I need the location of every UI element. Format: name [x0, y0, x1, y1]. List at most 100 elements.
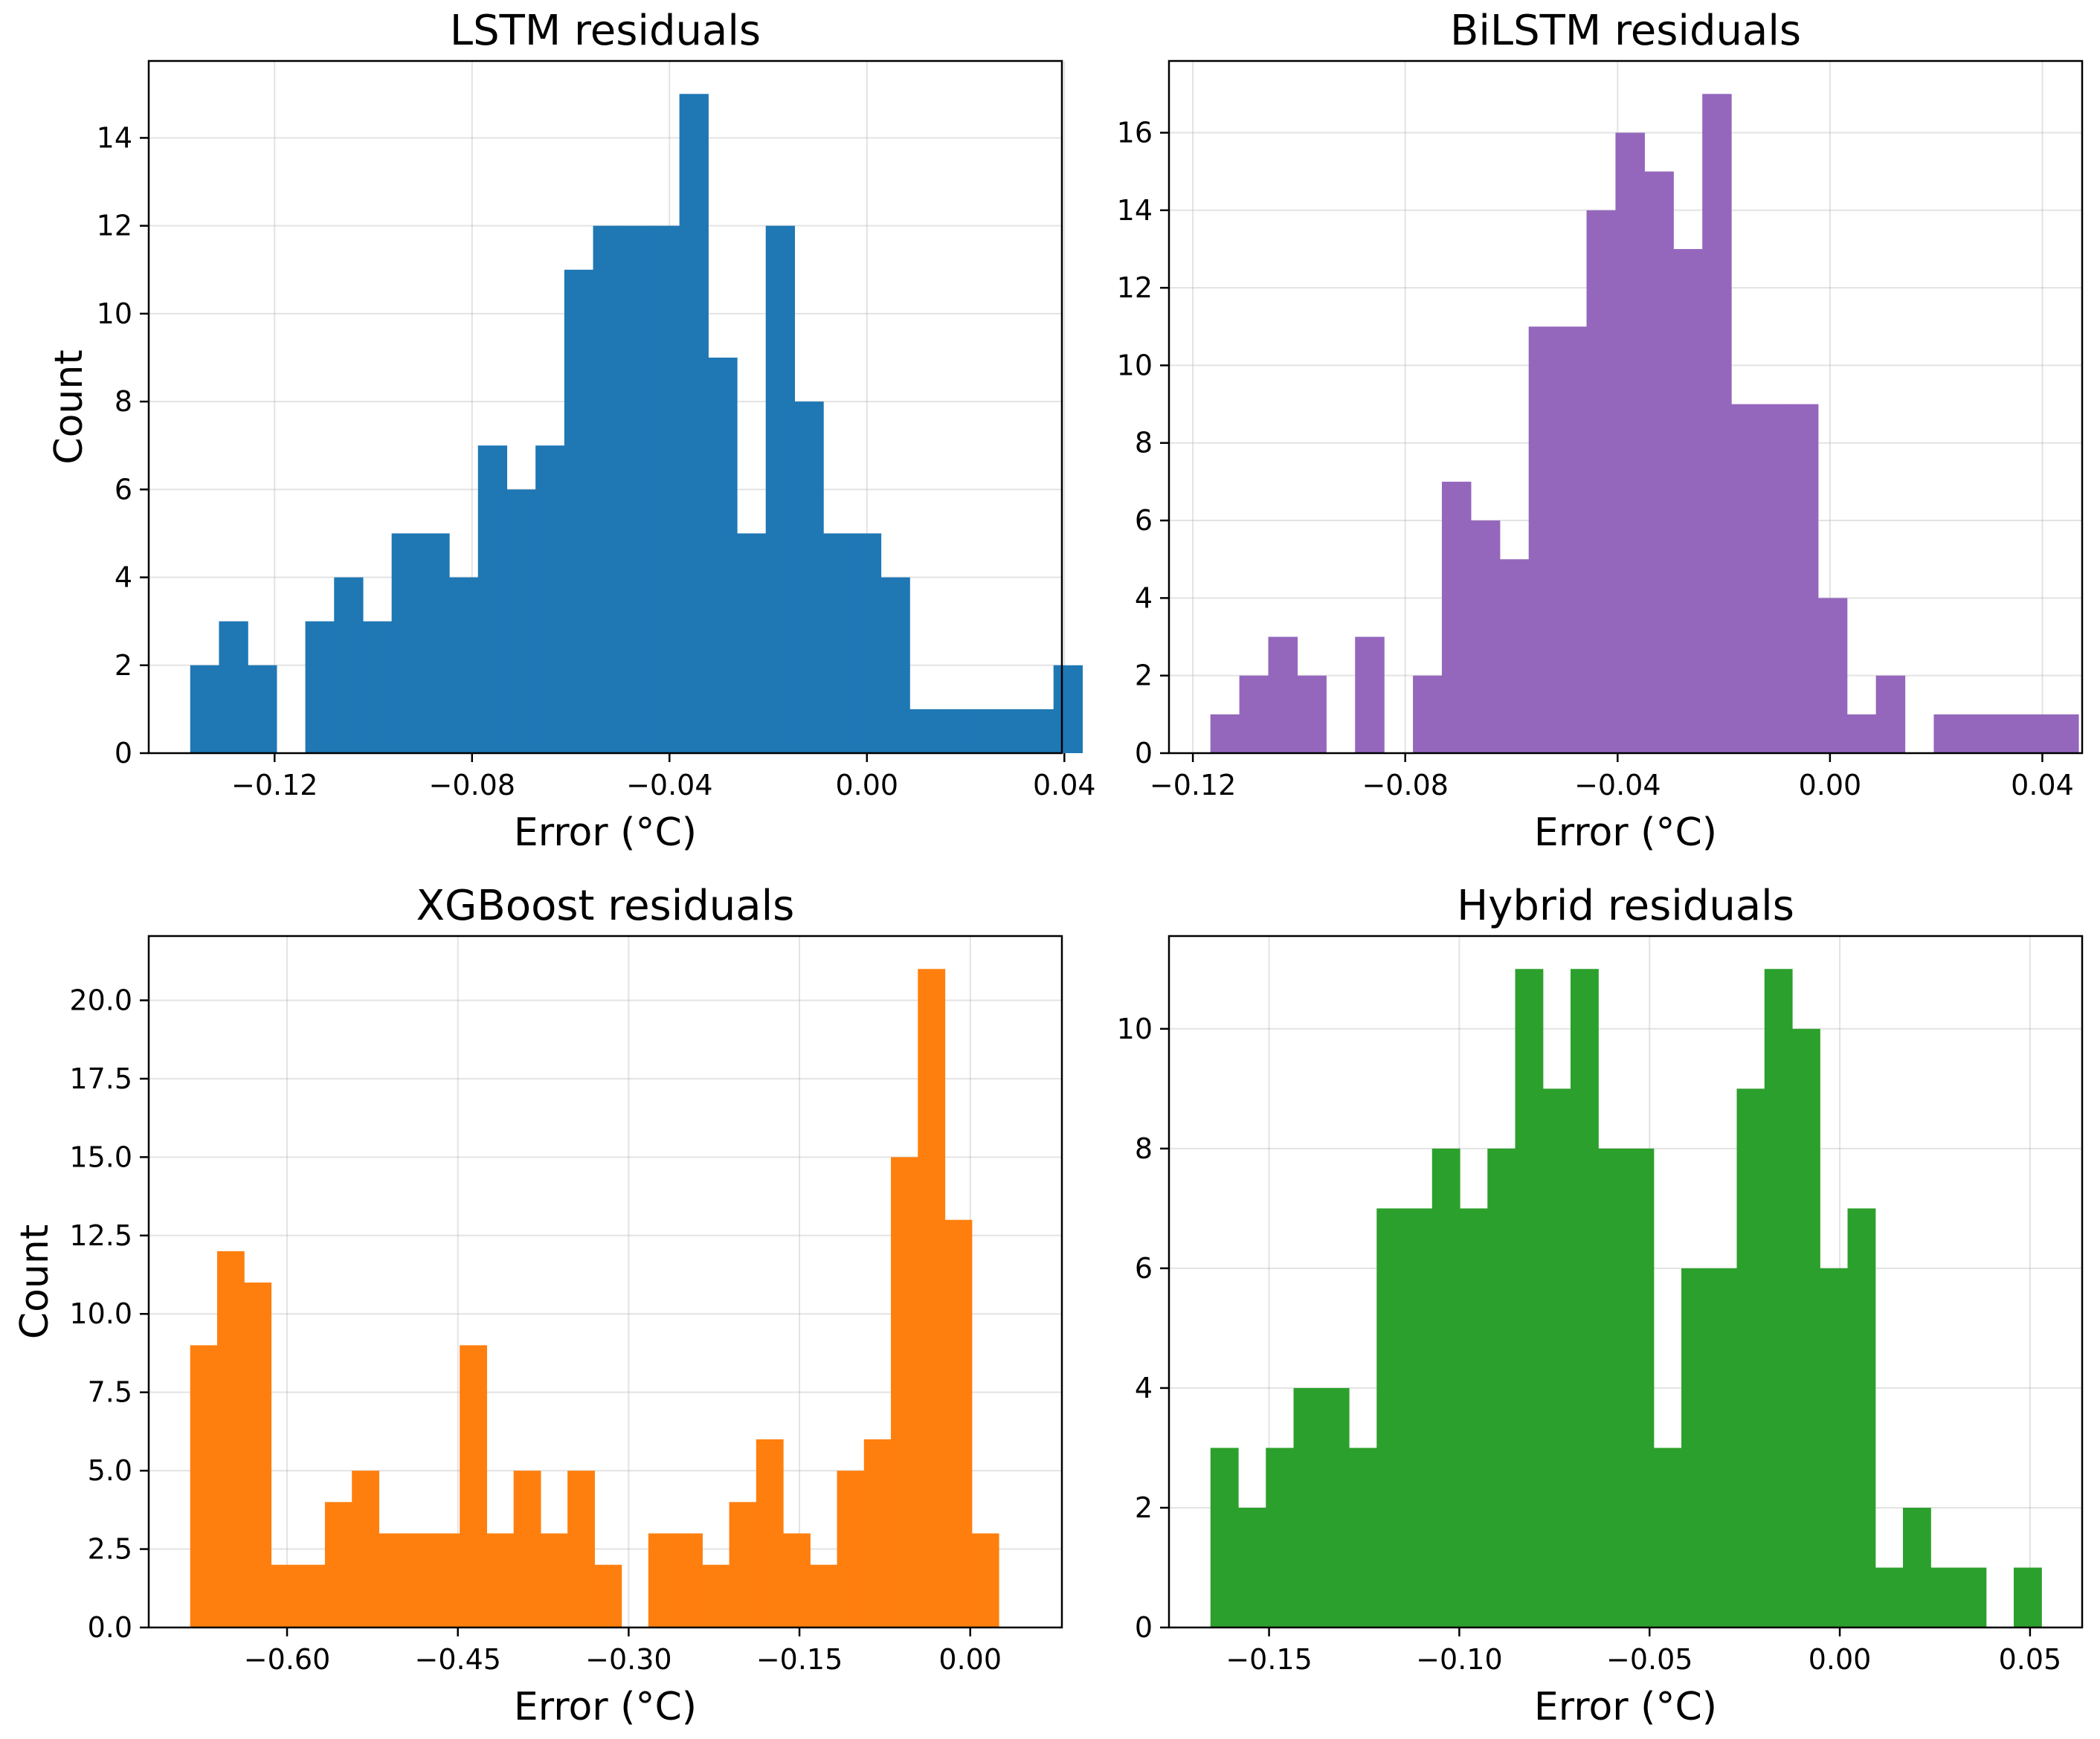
histogram-bar [362, 621, 393, 753]
x-tick-label: −0.12 [231, 769, 318, 801]
histogram-bar [567, 1471, 595, 1627]
histogram-bar [837, 1471, 865, 1627]
chart-title: XGBoost residuals [416, 882, 795, 930]
chart-title: BiLSTM residuals [1450, 7, 1801, 55]
histogram-bar [996, 709, 1025, 753]
histogram-bar [1933, 714, 1963, 753]
histogram-bar [971, 1533, 999, 1627]
histogram-bar [765, 225, 796, 753]
histogram-bar [379, 1533, 407, 1627]
axes-frame [1167, 935, 2084, 1629]
histogram-bar [216, 1251, 245, 1627]
histogram-bar [1962, 714, 1992, 753]
chart-panel-2: −0.12 −0.08 −0.04 0.00 0.04 0 2 4 6 8 10 12 14 16 BiLS… [1117, 7, 2084, 855]
histogram-bar [622, 225, 651, 753]
histogram-bar [1499, 559, 1530, 753]
y-tick-label: 10.0 [69, 1297, 132, 1330]
y-tick-label: 12 [1117, 271, 1153, 304]
x-tick-label: 0.00 [1808, 1643, 1872, 1676]
histogram-bar [679, 94, 709, 753]
histogram-bar [708, 358, 738, 753]
y-tick-label: 4 [115, 561, 132, 594]
y-tick-label: 8 [1135, 1132, 1153, 1165]
y-tick-label: 5.0 [88, 1454, 132, 1487]
histogram-bar [1210, 1448, 1239, 1627]
x-tick-label: −0.12 [1150, 769, 1236, 801]
histogram-bar [486, 1533, 515, 1627]
histogram-bar [391, 533, 421, 753]
histogram-bar [756, 1439, 784, 1627]
histogram-bar [1268, 636, 1298, 753]
histogram-bar [783, 1533, 811, 1627]
x-tick-label: −0.45 [414, 1643, 500, 1676]
histogram-bar [1653, 1448, 1682, 1627]
histogram-bar [1709, 1268, 1738, 1627]
axes-frame [1167, 59, 2084, 755]
histogram-bar [1615, 132, 1645, 754]
histogram-bar [1930, 1567, 1959, 1627]
histogram-bar [851, 533, 882, 753]
histogram-bar [1210, 714, 1240, 753]
histogram-bar [891, 1157, 918, 1627]
histogram-bar [1759, 404, 1790, 753]
x-tick-label: −0.60 [244, 1643, 330, 1676]
x-axis-label: Error (°C) [1534, 1685, 1717, 1729]
y-axis-label: Count [13, 1225, 57, 1339]
y-tick-label: 4 [1135, 581, 1153, 614]
axes-frame [147, 59, 1063, 755]
histogram-bar [1846, 714, 1877, 753]
histogram-bar [1266, 1448, 1295, 1627]
y-tick-label: 10 [1117, 349, 1153, 381]
y-tick-label: 4 [1135, 1372, 1153, 1404]
histogram-bar [1321, 1387, 1350, 1627]
histogram-bar [1644, 171, 1674, 753]
histogram-bar [1736, 1088, 1765, 1627]
y-tick-label: 0.0 [88, 1611, 132, 1644]
x-tick-label: −0.08 [1362, 769, 1448, 801]
histogram-bar [1788, 404, 1819, 753]
histogram-bar [2020, 714, 2050, 753]
histogram-bar [1586, 210, 1617, 753]
histogram-bar [190, 665, 220, 753]
y-tick-label: 14 [97, 121, 132, 154]
y-tick-label: 6 [1135, 1252, 1153, 1285]
y-tick-label: 2.5 [88, 1533, 132, 1566]
histogram-bar [248, 665, 277, 753]
histogram-bar [938, 709, 968, 753]
histogram-bar [1460, 1208, 1488, 1627]
histogram-bar [1958, 1567, 1987, 1627]
x-tick-label: 0.00 [1799, 769, 1862, 801]
axes-frame [147, 935, 1063, 1629]
x-tick-label: 0.00 [836, 769, 899, 801]
histogram-bar [1673, 248, 1703, 754]
histogram-bar [1528, 326, 1559, 753]
y-tick-label: 15.0 [69, 1140, 132, 1173]
histogram-bar [909, 709, 939, 753]
histogram-bar [1404, 1208, 1433, 1627]
histogram-bar [729, 1502, 757, 1627]
histogram-bar [794, 401, 824, 753]
histogram-bar [1238, 1507, 1266, 1627]
histogram-bar [1764, 969, 1793, 1627]
x-axis-label: Error (°C) [514, 810, 697, 855]
histogram-bar [1571, 969, 1599, 1627]
histogram-bar [1376, 1208, 1405, 1627]
histogram-bar [1355, 636, 1385, 753]
histogram-bar [944, 1219, 973, 1627]
histogram-bar [1626, 1148, 1655, 1627]
chart-title: LSTM residuals [450, 7, 761, 55]
y-axis-label: Count [47, 349, 91, 464]
histogram-bar [449, 577, 479, 753]
histogram-bar [918, 969, 946, 1627]
y-tick-label: 17.5 [69, 1062, 132, 1095]
histogram-bar [863, 1439, 892, 1627]
y-tick-label: 12.5 [69, 1219, 132, 1252]
histogram-bar [1293, 1387, 1322, 1627]
histogram-bar [1875, 1567, 1904, 1627]
histogram-bar [334, 577, 364, 753]
y-tick-label: 2 [1135, 1491, 1153, 1524]
x-tick-label: 0.04 [2011, 769, 2074, 801]
histogram-bar [420, 533, 450, 753]
histogram-bar [1820, 1268, 1849, 1627]
